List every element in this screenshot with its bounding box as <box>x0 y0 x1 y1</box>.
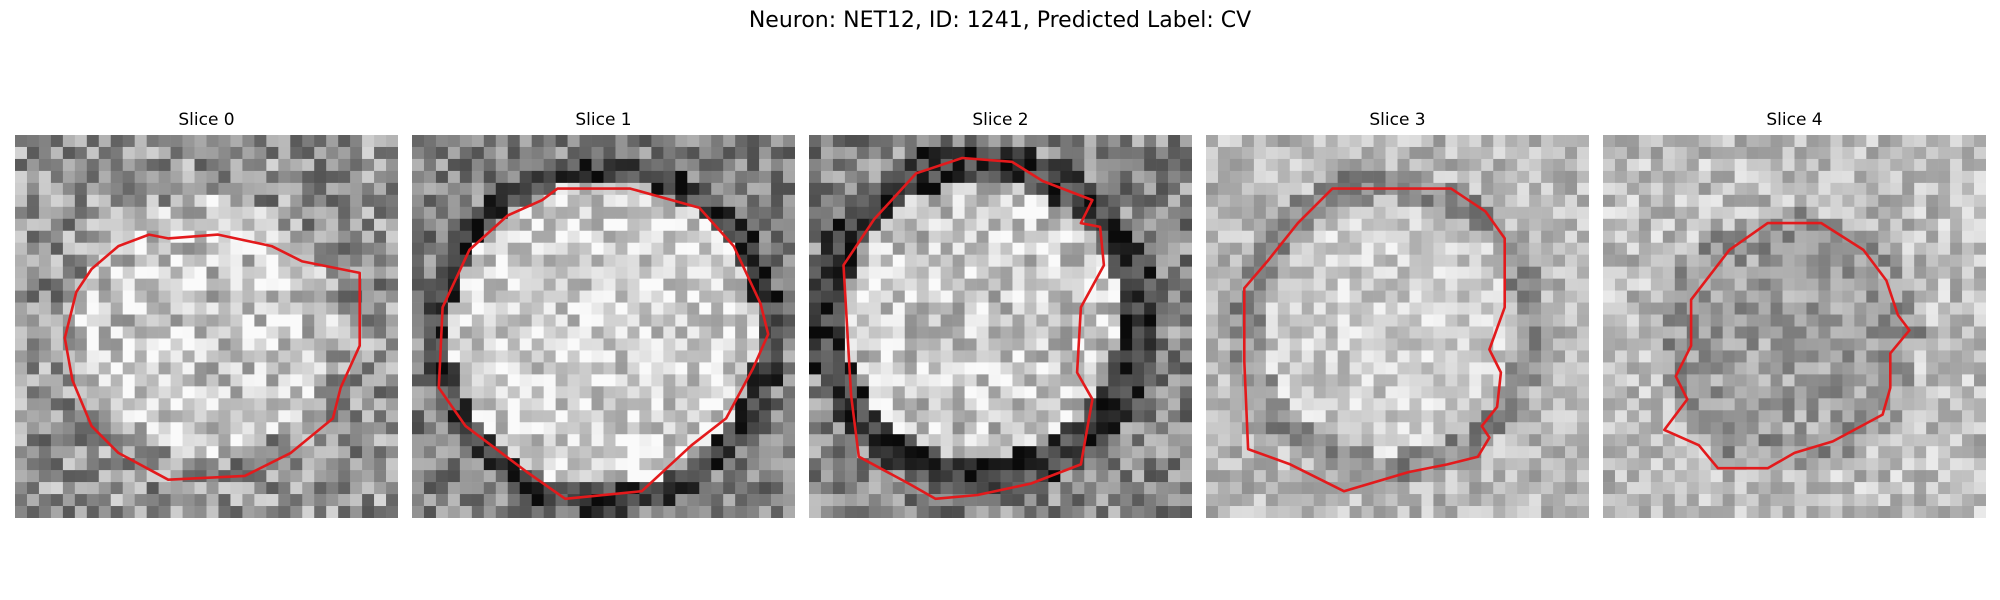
slice-image <box>412 135 795 518</box>
pixel-grid <box>15 135 398 518</box>
segmentation-contour <box>63 233 362 482</box>
panel-title: Slice 2 <box>972 110 1029 130</box>
pixel-grid <box>1206 135 1589 518</box>
panel-title: Slice 1 <box>575 110 632 130</box>
pixel-grid <box>1603 135 1986 518</box>
segmentation-contour <box>1242 187 1507 493</box>
slice-image <box>1206 135 1589 518</box>
panel-title: Slice 0 <box>178 110 235 130</box>
segmentation-contour <box>842 156 1106 501</box>
slice-image <box>15 135 398 518</box>
figure-title: Neuron: NET12, ID: 1241, Predicted Label… <box>748 8 1252 33</box>
pixel-grid <box>412 135 795 518</box>
segmentation-contour <box>1662 221 1911 470</box>
slice-image <box>809 135 1192 518</box>
panel-title: Slice 3 <box>1369 110 1426 130</box>
panel-title: Slice 4 <box>1766 110 1823 130</box>
slice-image <box>1603 135 1986 518</box>
pixel-grid <box>809 135 1192 518</box>
segmentation-contour <box>437 187 770 501</box>
